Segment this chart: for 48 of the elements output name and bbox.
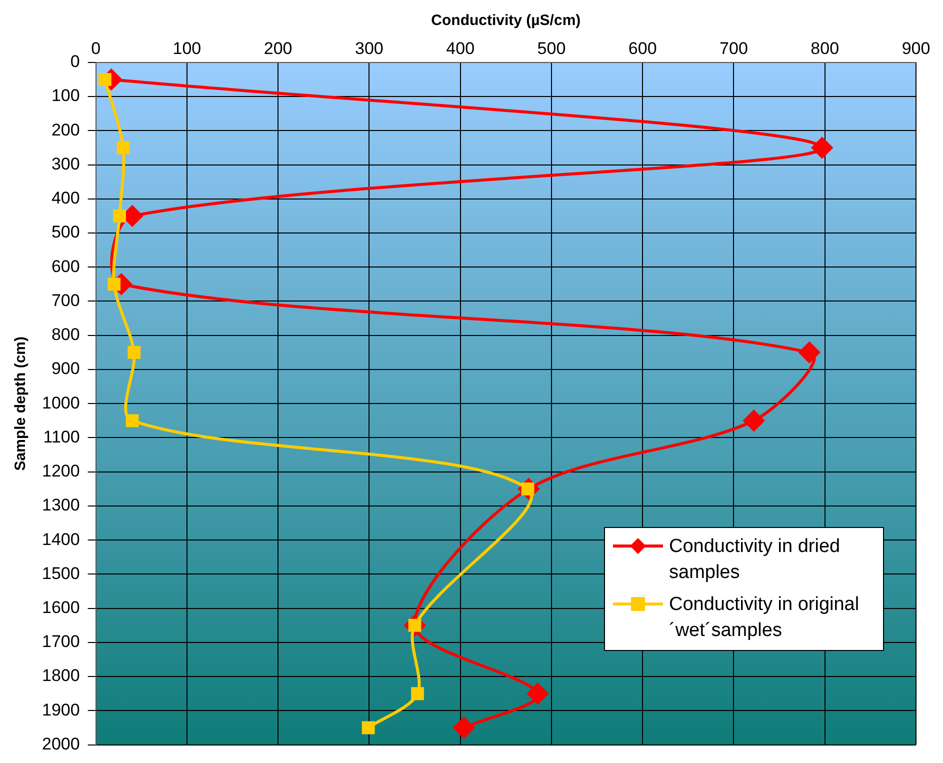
point [411, 687, 424, 700]
x-tick-label: 600 [628, 38, 657, 58]
y-tick-label: 200 [51, 120, 80, 140]
point [743, 410, 764, 432]
y-tick-label: 1000 [42, 393, 80, 412]
x-tick-label: 400 [446, 38, 475, 58]
y-tick-label: 1300 [42, 496, 80, 515]
y-tick-label: 0 [70, 52, 80, 72]
x-tick-label: 500 [537, 38, 566, 58]
legend-label: Conductivity in dried samples [669, 535, 842, 585]
y-axis-title: Sample depth (cm) [12, 336, 30, 471]
x-tick-label: 200 [264, 38, 292, 58]
legend-label: Conductivity in original´wet´samples [669, 593, 860, 643]
y-tick-label: 900 [51, 359, 80, 378]
point [362, 721, 375, 734]
y-tick-label: 700 [51, 290, 80, 310]
point [527, 683, 548, 704]
y-tick-label: 2000 [42, 734, 80, 754]
point [128, 346, 141, 359]
y-tick-label: 100 [51, 86, 80, 106]
x-axis-title: Conductivity (µS/cm) [431, 12, 581, 30]
point [812, 137, 833, 158]
y-tick-label: 300 [51, 154, 80, 174]
y-tick-label: 400 [51, 188, 80, 208]
y-tick-label: 1700 [42, 632, 80, 652]
y-tick-label: 1600 [42, 598, 80, 618]
point [126, 414, 139, 428]
y-tick-label: 1500 [42, 564, 80, 583]
point [798, 342, 820, 363]
y-tick-label: 1400 [42, 530, 80, 549]
point [108, 278, 120, 291]
x-tick-label: 0 [91, 38, 101, 58]
point [453, 717, 474, 738]
y-tick-label: 500 [51, 222, 80, 242]
x-tick-label: 700 [720, 38, 748, 58]
y-tick-label: 1800 [42, 666, 80, 686]
y-tick-label: 1100 [43, 427, 80, 446]
y-tick-label: 800 [51, 325, 80, 344]
x-tick-label: 100 [172, 38, 202, 58]
y-tick-label: 600 [51, 256, 80, 276]
x-tick-label: 800 [810, 38, 840, 58]
point [116, 141, 130, 154]
point [98, 73, 112, 86]
y-tick-label: 1900 [42, 700, 80, 720]
x-tick-label: 900 [902, 38, 930, 58]
point [113, 209, 126, 222]
y-tick-label: 1200 [42, 462, 80, 481]
x-tick-label: 300 [355, 38, 384, 58]
